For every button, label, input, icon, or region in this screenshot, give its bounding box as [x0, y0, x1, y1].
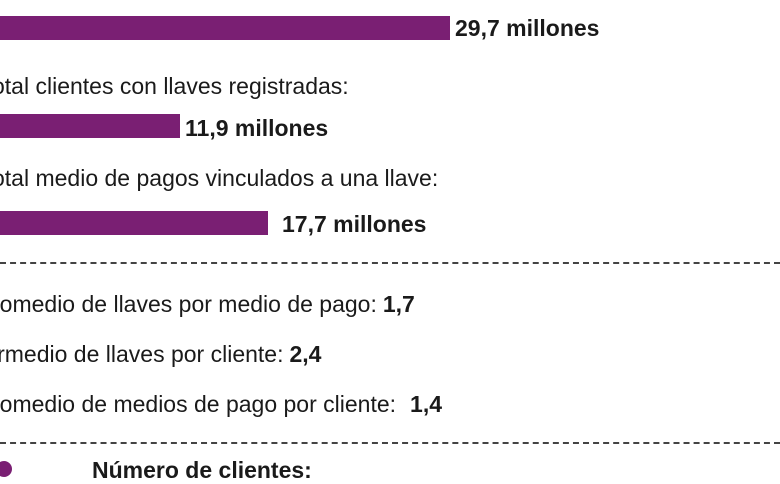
stat-value: 1,4 [410, 391, 443, 417]
divider-bottom [0, 442, 780, 444]
stat-label: romedio de medios de pago por cliente: [0, 391, 397, 417]
bar-label-clientes-llaves: otal clientes con llaves registradas: [0, 73, 349, 99]
stat-label: romedio de llaves por medio de pago: [0, 291, 377, 317]
value-label-clientes-llaves: 11,9 millones [185, 115, 329, 141]
value-label-medios-pago: 17,7 millones [282, 211, 427, 237]
stat-value: 1,7 [382, 291, 415, 317]
bar-medios-pago [0, 211, 268, 235]
legend-title: Número de clientes: [92, 457, 312, 483]
stat-llaves-por-medio-pago: romedio de llaves por medio de pago: 1,7 [0, 290, 415, 318]
bar-clientes-llaves [0, 114, 180, 138]
stat-llaves-por-cliente: irmedio de llaves por cliente: 2,4 [0, 340, 321, 368]
legend-dot-icon [0, 461, 12, 477]
bar-label-medios-pago: otal medio de pagos vinculados a una lla… [0, 165, 439, 191]
value-label-total-llaves: 29,7 millones [455, 15, 600, 41]
stat-label: irmedio de llaves por cliente: [0, 341, 284, 367]
divider-top [0, 262, 780, 264]
stat-medios-pago-por-cliente: romedio de medios de pago por cliente: 1,… [0, 390, 442, 418]
bar-total-llaves [0, 16, 450, 40]
stat-value: 2,4 [289, 341, 322, 367]
